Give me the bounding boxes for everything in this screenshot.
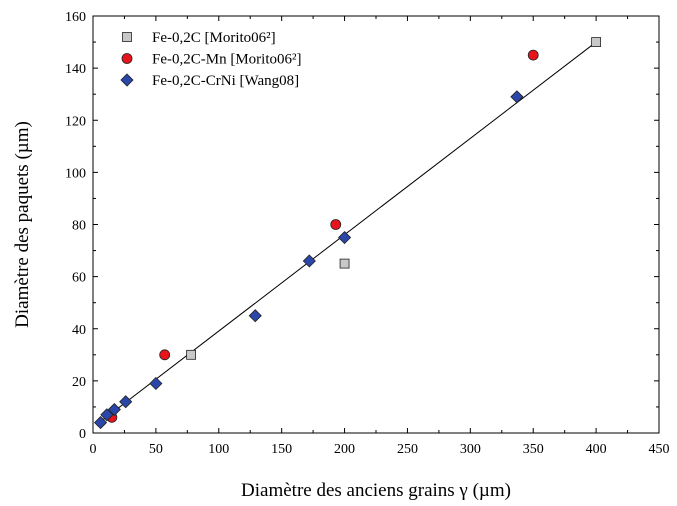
y-tick-label: 100 [65,166,86,181]
y-tick-label: 120 [65,114,86,129]
legend-diamond-marker [120,73,134,87]
x-tick-label: 100 [208,442,229,457]
legend-label: Fe-0,2C-CrNi [Wang08] [152,73,299,89]
diamond-data-point [248,309,262,323]
diamond-data-point [302,254,316,268]
fit-line-group [98,41,597,423]
x-tick-label: 350 [523,442,544,457]
x-tick-label: 300 [460,442,481,457]
x-tick-label: 250 [397,442,418,457]
square-data-point [591,37,602,47]
y-tick-label: 160 [65,10,86,25]
x-tick-label: 200 [334,442,355,457]
legend-circle-marker [121,53,133,64]
legend-square-marker [122,32,132,42]
legend-label: Fe-0,2C [Morito06²] [152,30,276,46]
y-tick-label: 20 [72,375,86,390]
y-tick-label: 0 [79,427,86,442]
x-tick-label: 400 [586,442,607,457]
y-tick-label: 60 [72,271,86,286]
y-tick-labels: 0 20 40 60 80 100 120 140 160 [65,10,86,442]
x-axis-title: Diamètre des anciens grains γ (µm) [241,480,511,501]
diamond-data-point [107,402,121,417]
x-tick-label: 450 [649,442,670,457]
data-points [93,37,602,430]
y-tick-label: 80 [72,219,86,234]
fit-line [98,41,597,423]
square-data-point [186,349,197,360]
circle-data-point [330,219,342,230]
plot-frame [92,15,660,434]
circle-data-point [527,49,539,61]
legend: Fe-0,2C [Morito06²] Fe-0,2C-Mn [Morito06²… [120,30,302,89]
x-tick-label: 150 [271,442,292,457]
diamond-data-point [510,90,524,104]
circle-data-point [159,349,171,361]
square-data-point [339,258,350,269]
x-tick-label: 50 [149,442,163,457]
x-tick-labels: 0 50 100 150 200 250 300 350 400 450 [90,442,670,457]
diamond-data-point [337,230,352,245]
y-tick-label: 140 [65,62,86,77]
diamond-data-point [119,395,133,409]
x-tick-label: 0 [90,442,97,457]
y-axis-title: Diamètre des paquets (µm) [12,121,33,328]
diamond-data-point [149,376,163,391]
legend-label: Fe-0,2C-Mn [Morito06²] [152,52,302,68]
y-tick-label: 40 [72,323,86,338]
diamond-data-point [100,408,114,422]
diamond-data-point [93,416,108,430]
